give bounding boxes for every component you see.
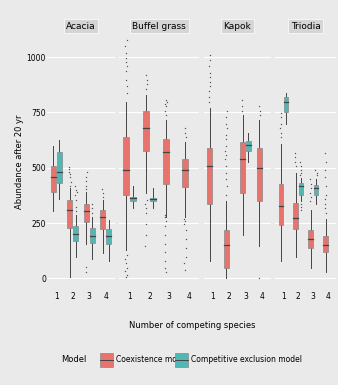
Bar	[123, 137, 129, 196]
Title: Kapok: Kapok	[223, 22, 251, 30]
Bar	[143, 110, 149, 151]
Bar	[51, 166, 56, 192]
Bar	[106, 229, 111, 244]
Bar	[284, 97, 288, 112]
Bar	[246, 141, 251, 151]
Title: Triodia: Triodia	[291, 22, 321, 30]
Bar	[308, 230, 313, 248]
Bar	[257, 148, 262, 201]
Bar	[207, 148, 212, 204]
Bar	[150, 198, 156, 201]
Bar	[299, 182, 303, 195]
Bar	[323, 236, 328, 253]
Text: Competitive exclusion model: Competitive exclusion model	[191, 355, 302, 365]
Y-axis label: Abundance after 20 yr: Abundance after 20 yr	[15, 114, 24, 209]
Bar	[314, 185, 318, 195]
Bar	[240, 142, 245, 192]
Bar	[57, 152, 62, 183]
Bar	[73, 226, 78, 241]
Text: Coexistence model: Coexistence model	[116, 355, 189, 365]
Bar	[130, 197, 136, 201]
Bar	[84, 204, 89, 222]
Bar	[224, 230, 228, 268]
Bar	[100, 210, 105, 229]
Title: Buffel grass: Buffel grass	[132, 22, 186, 30]
Bar	[279, 184, 283, 225]
Bar	[68, 200, 72, 228]
Bar	[90, 228, 95, 243]
Bar	[182, 159, 188, 187]
Bar	[293, 203, 298, 229]
Text: Number of competing species: Number of competing species	[129, 321, 256, 330]
Title: Acacia: Acacia	[66, 22, 96, 30]
Text: Model: Model	[61, 355, 86, 365]
Bar	[163, 139, 169, 184]
